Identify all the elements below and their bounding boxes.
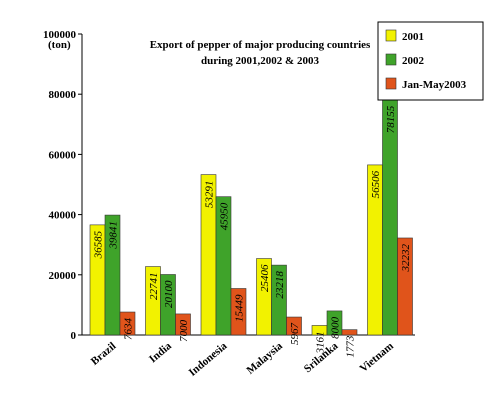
bar-2002-malaysia <box>271 264 287 336</box>
data-label: 8000 <box>330 316 342 339</box>
y-tick-label: 100000 <box>43 29 77 41</box>
chart-title-line-2: during 2001,2002 & 2003 <box>201 55 319 67</box>
bar-jan-may2003-vietnam <box>397 237 413 336</box>
data-label: 20100 <box>163 280 175 308</box>
data-label: 25406 <box>259 264 271 292</box>
data-label: 15449 <box>234 294 246 322</box>
legend-swatch <box>385 29 397 42</box>
y-tick-label: 80000 <box>49 89 77 101</box>
legend: 2001 2002 Jan-May2003 <box>377 21 484 101</box>
data-label: 36585 <box>93 230 105 259</box>
legend-swatch <box>385 77 397 90</box>
data-label: 39841 <box>108 221 120 250</box>
y-tick-label: 0 <box>71 330 77 342</box>
y-axis-unit: (ton) <box>48 39 71 51</box>
legend-label: Jan-May2003 <box>402 79 467 91</box>
data-label: 22741 <box>148 273 160 301</box>
bar-jan-may2003-indonesia <box>230 288 247 336</box>
bar-2002-india <box>160 274 176 336</box>
bar-jan-may2003-malaysia <box>286 316 302 336</box>
data-label: 45950 <box>219 202 231 230</box>
data-label: 7000 <box>178 319 190 342</box>
data-label: 1773 <box>345 335 357 358</box>
bar-jan-may2003-india <box>175 313 191 336</box>
legend-label: 2002 <box>402 55 425 67</box>
bar-2002-vietnam <box>382 99 398 336</box>
bar-jan-may2003-brazil <box>119 311 136 336</box>
data-label: 5967 <box>289 323 301 346</box>
data-label: 3161 <box>315 331 327 354</box>
legend-swatch <box>385 53 397 66</box>
data-label: 23218 <box>274 271 286 299</box>
legend-label: 2001 <box>402 31 424 43</box>
data-label: 56506 <box>370 170 382 198</box>
bar-2002-brazil <box>104 214 121 336</box>
axes: 0 20000 40000 60000 80000 100000 <box>43 29 415 342</box>
bars <box>89 99 413 336</box>
data-label: 78155 <box>385 105 397 133</box>
data-label: 32232 <box>400 243 412 272</box>
data-label: 53291 <box>204 181 216 209</box>
bar-2002-indonesia <box>215 196 232 336</box>
y-tick-label: 60000 <box>49 149 77 161</box>
chart-title: Export of pepper of major producing coun… <box>150 39 371 67</box>
data-label: 7634 <box>123 318 135 341</box>
y-tick-label: 40000 <box>49 210 77 222</box>
bar-jan-may2003-srilanka <box>341 329 358 336</box>
y-tick-label: 20000 <box>49 270 77 282</box>
chart-title-line-1: Export of pepper of major producing coun… <box>150 39 371 51</box>
bar-2002-srilanka <box>326 310 343 336</box>
